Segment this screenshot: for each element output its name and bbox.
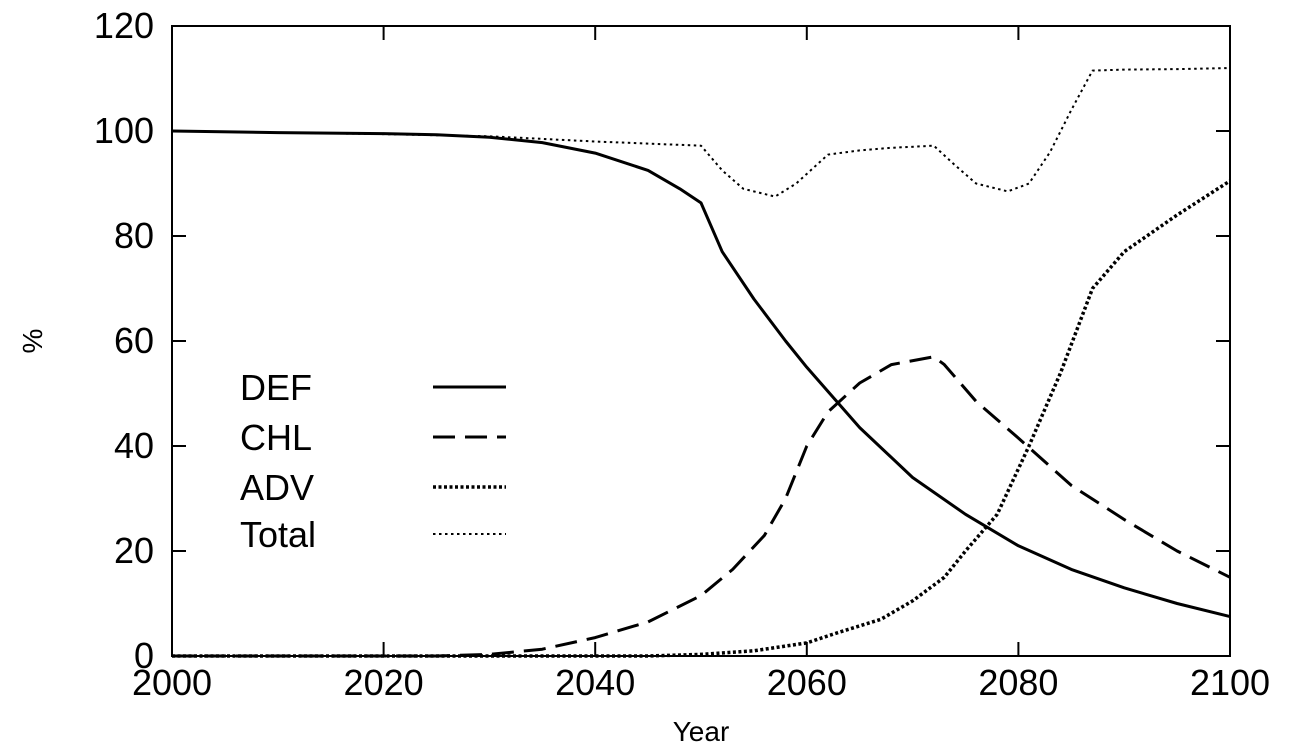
y-tick-label: 80 bbox=[114, 215, 154, 256]
series-lines bbox=[171, 67, 1231, 658]
series-line-chl bbox=[172, 355, 1231, 658]
axis-ticks bbox=[171, 25, 1231, 657]
y-tick-label: 0 bbox=[134, 635, 154, 676]
legend-label-chl: CHL bbox=[240, 417, 312, 458]
series-line-adv bbox=[172, 179, 1231, 658]
x-tick-label: 2100 bbox=[1190, 662, 1270, 703]
plot-frame bbox=[171, 25, 1231, 657]
legend-label-adv: ADV bbox=[240, 467, 314, 508]
legend: DEF CHL ADV Total bbox=[240, 367, 506, 555]
x-tick-label: 2060 bbox=[767, 662, 847, 703]
x-tick-label: 2020 bbox=[344, 662, 424, 703]
series-line-total bbox=[171, 67, 1231, 198]
legend-label-def: DEF bbox=[240, 367, 312, 408]
x-tick-label: 2000 bbox=[132, 662, 212, 703]
y-tick-label: 60 bbox=[114, 320, 154, 361]
y-axis-label: % bbox=[17, 329, 48, 354]
x-axis-label: Year bbox=[673, 716, 730, 747]
y-tick-label: 120 bbox=[94, 5, 154, 46]
y-tick-label: 40 bbox=[114, 425, 154, 466]
y-tick-label: 20 bbox=[114, 530, 154, 571]
x-tick-label: 2040 bbox=[555, 662, 635, 703]
legend-label-total: Total bbox=[240, 514, 316, 555]
x-tick-label: 2080 bbox=[978, 662, 1058, 703]
y-tick-label: 100 bbox=[94, 110, 154, 151]
series-line-def bbox=[171, 129, 1231, 619]
